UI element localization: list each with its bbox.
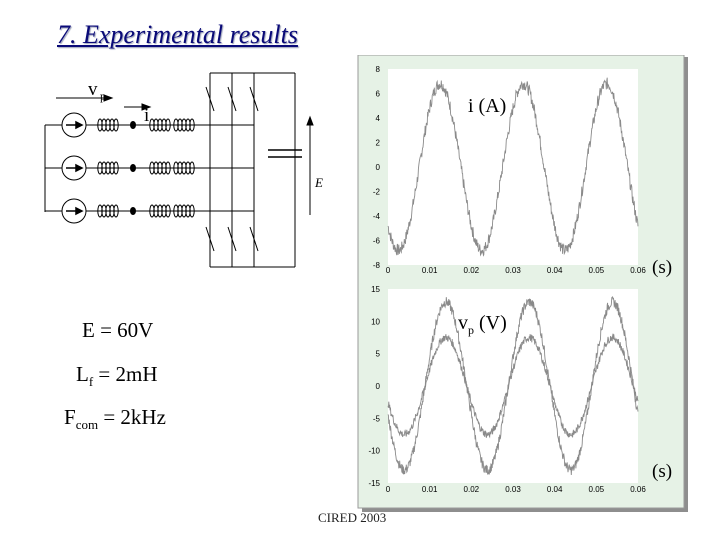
inverter-circuit-diagram: v p i E (44, 72, 323, 268)
chart-annotation: i (A) (468, 95, 506, 117)
chart-annotation: vp (V) (458, 312, 507, 337)
y-tick-label: -8 (373, 261, 381, 270)
y-tick-label: 5 (376, 350, 381, 359)
x-tick-label: 0.03 (505, 266, 521, 275)
x-tick-label: 0.02 (464, 485, 480, 494)
footer-conference: CIRED 2003 (318, 510, 387, 525)
y-tick-label: 6 (376, 90, 381, 99)
current-waveform-chart: -8 -6 -4 -2 0 2 4 6 8 0 0.01 0.02 0.03 0.04 0.05 0.06 i … (373, 65, 672, 278)
plot-area (388, 69, 638, 265)
x-tick-label: 0 (386, 485, 391, 494)
y-tick-label: -5 (373, 414, 381, 423)
waveform-line-1 (387, 296, 639, 476)
experimental-plots: -8 -6 -4 -2 0 2 4 6 8 0 0.01 0.02 0.03 0.04 0.05 0.06 i … (357, 55, 688, 512)
y-tick-label: -2 (373, 188, 381, 197)
y-tick-label: 8 (376, 65, 381, 74)
slide-title: 7. Experimental results (57, 20, 298, 49)
x-tick-label: 0.04 (547, 485, 563, 494)
x-tick-label: 0.04 (547, 266, 563, 275)
x-tick-label: 0.06 (630, 485, 646, 494)
param-dc-voltage: E = 60V (82, 318, 154, 342)
time-unit-label: (s) (652, 461, 672, 482)
y-tick-label: 4 (376, 114, 381, 123)
param-switching-frequency: Fcom = 2kHz (64, 405, 166, 433)
dc-voltage-label: E (314, 175, 323, 190)
x-tick-label: 0.02 (464, 266, 480, 275)
vp-label: v (88, 79, 98, 100)
voltage-waveform-chart: -15 -10 -5 0 5 10 15 0 0.01 0.02 0.03 0.04 0.05 0.06 v… (368, 285, 672, 494)
y-tick-label: -15 (368, 479, 380, 488)
param-filter-inductance: Lf = 2mH (76, 362, 158, 390)
y-tick-label: -4 (373, 212, 381, 221)
time-unit-label: (s) (652, 257, 672, 278)
y-tick-label: 10 (371, 317, 380, 326)
current-label: i (144, 105, 149, 126)
x-tick-label: 0.01 (422, 485, 438, 494)
x-tick-label: 0.01 (422, 266, 438, 275)
waveform-line-2 (387, 333, 639, 439)
y-tick-label: 15 (371, 285, 380, 294)
waveform-line-1 (387, 77, 639, 257)
plot-area (388, 289, 638, 483)
y-tick-label: 0 (376, 382, 381, 391)
vp-subscript: p (100, 89, 106, 103)
x-tick-label: 0.03 (505, 485, 521, 494)
x-tick-label: 0.05 (589, 485, 605, 494)
y-tick-label: -10 (368, 447, 380, 456)
y-tick-label: -6 (373, 237, 381, 246)
y-tick-label: 2 (376, 139, 381, 148)
x-tick-label: 0.05 (589, 266, 605, 275)
x-tick-label: 0.06 (630, 266, 646, 275)
x-tick-label: 0 (386, 266, 391, 275)
y-tick-label: 0 (376, 163, 381, 172)
